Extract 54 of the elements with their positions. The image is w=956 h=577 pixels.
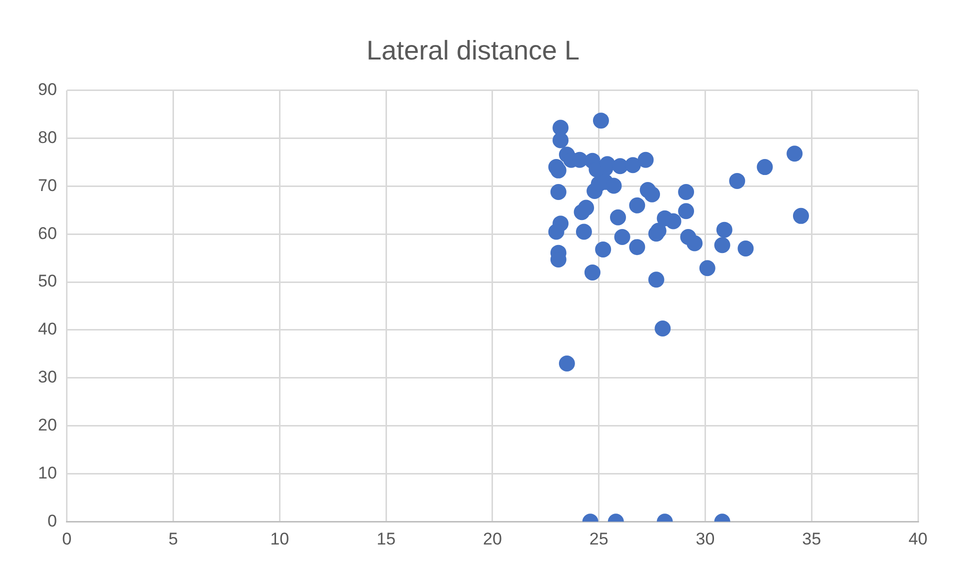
y-tick-label: 20 xyxy=(38,415,57,434)
point xyxy=(648,272,664,288)
point xyxy=(610,209,626,226)
point xyxy=(699,260,716,276)
point xyxy=(550,184,566,200)
point xyxy=(716,222,732,238)
x-tick-label: 30 xyxy=(696,529,715,548)
point xyxy=(548,224,564,240)
point xyxy=(714,237,730,254)
y-tick-label: 40 xyxy=(38,320,57,339)
x-tick-label: 0 xyxy=(62,529,72,548)
point xyxy=(665,213,682,230)
y-tick-label: 60 xyxy=(38,224,57,243)
point xyxy=(738,240,754,257)
point xyxy=(629,197,646,214)
point xyxy=(678,184,694,200)
y-tick-label: 80 xyxy=(38,128,57,147)
point xyxy=(552,132,569,148)
y-tick-label: 50 xyxy=(38,272,57,291)
point xyxy=(624,157,641,174)
point xyxy=(606,178,622,194)
y-tick-label: 70 xyxy=(38,176,57,195)
y-tick-label: 90 xyxy=(38,80,57,100)
point xyxy=(786,146,803,162)
point xyxy=(756,159,773,176)
x-tick-label: 20 xyxy=(482,529,502,548)
point xyxy=(729,172,746,189)
x-tick-label: 5 xyxy=(168,529,178,548)
chart-title: Lateral distance L xyxy=(366,36,580,66)
x-tick-label: 15 xyxy=(376,529,396,548)
point xyxy=(584,264,600,280)
point xyxy=(654,320,671,337)
y-tick-label: 30 xyxy=(38,368,57,387)
point xyxy=(578,200,594,216)
point xyxy=(792,208,809,224)
x-tick-label: 35 xyxy=(802,529,822,548)
point xyxy=(592,112,609,129)
point xyxy=(550,162,566,178)
y-tick-label: 0 xyxy=(47,511,57,530)
point xyxy=(576,224,592,240)
point xyxy=(612,158,628,174)
y-tick-label: 10 xyxy=(38,463,57,482)
point xyxy=(650,222,666,239)
point xyxy=(595,241,612,258)
x-tick-label: 40 xyxy=(908,529,928,548)
point xyxy=(638,152,654,168)
x-tick-label: 25 xyxy=(589,529,608,548)
point xyxy=(558,355,575,372)
point xyxy=(678,203,694,220)
x-tick-label: 10 xyxy=(270,529,290,548)
point xyxy=(686,235,703,252)
point xyxy=(629,239,646,256)
point xyxy=(614,229,630,246)
point xyxy=(644,186,660,202)
